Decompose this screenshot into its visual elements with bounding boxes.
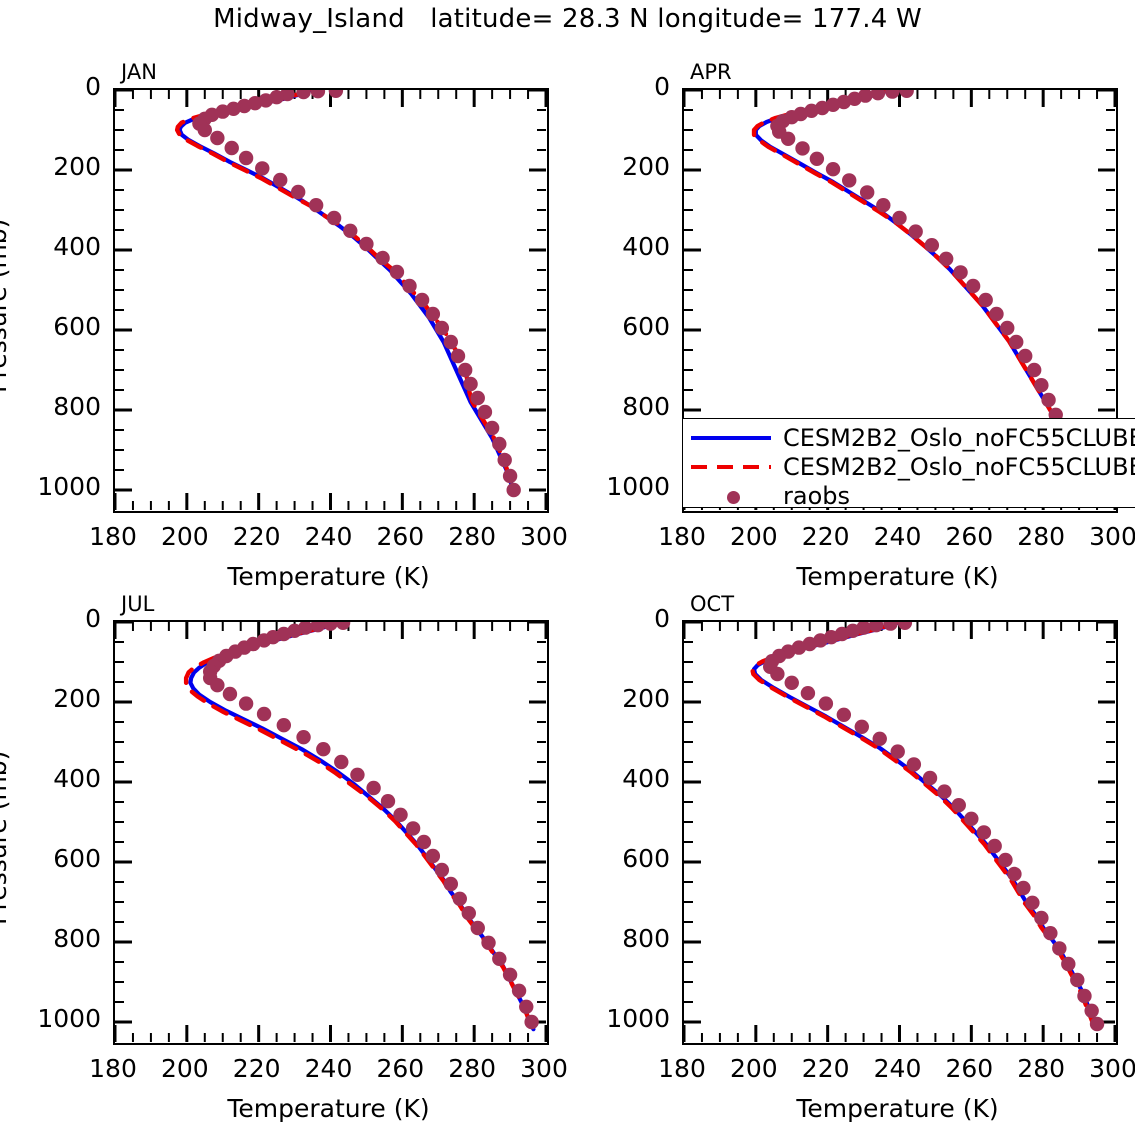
xtick-label: 300: [520, 1054, 568, 1083]
legend: CESM2B2_Oslo_noFC55CLUBB CESM2B2_Oslo_noF…: [682, 418, 1135, 508]
ytick-label: 600: [622, 312, 670, 341]
ytick-label: 1000: [37, 1004, 101, 1033]
ytick-label: 0: [654, 72, 670, 101]
ytick-label: 800: [53, 924, 101, 953]
legend-label: raobs: [783, 482, 850, 508]
xtick-label: 240: [873, 522, 922, 551]
xtick-label: 300: [1089, 1054, 1135, 1083]
xtick-label: 220: [232, 522, 281, 551]
panel-title-jan: JAN: [121, 60, 157, 84]
ytick-label: 800: [622, 924, 670, 953]
ytick-label: 400: [53, 764, 101, 793]
ytick-label: 1000: [606, 1004, 670, 1033]
ytick-label: 200: [53, 684, 101, 713]
xtick-label: 220: [801, 522, 850, 551]
legend-item-raobs: raobs: [683, 479, 850, 508]
xtick-label: 220: [232, 1054, 281, 1083]
xtick-label: 280: [448, 1054, 497, 1083]
ytick-label: 400: [622, 764, 670, 793]
ytick-label: 800: [53, 392, 101, 421]
ytick-label: 200: [622, 684, 670, 713]
xtick-label: 300: [1089, 522, 1135, 551]
ytick-label: 1000: [37, 472, 101, 501]
xtick-label: 240: [304, 1054, 353, 1083]
y-axis-label: Pressure (mb): [0, 218, 12, 393]
ytick-label: 0: [85, 72, 101, 101]
ytick-label: 200: [53, 152, 101, 181]
xtick-label: 240: [304, 522, 353, 551]
legend-label: CESM2B2_Oslo_noFC55CLUBB: [783, 424, 1135, 452]
xtick-label: 180: [658, 522, 706, 551]
panel-title-jul: JUL: [121, 592, 155, 616]
xtick-label: 200: [729, 1054, 778, 1083]
legend-label: CESM2B2_Oslo_noFC55CLUBB_dc: [783, 453, 1135, 481]
panel-title-apr: APR: [690, 60, 732, 84]
ytick-label: 600: [53, 844, 101, 873]
y-axis-label: Pressure (mb): [0, 750, 12, 925]
x-axis-label: Temperature (K): [227, 1094, 430, 1123]
figure-title: Midway_Island latitude= 28.3 N longitude…: [213, 4, 922, 34]
ytick-label: 600: [53, 312, 101, 341]
xtick-label: 180: [89, 522, 137, 551]
xtick-label: 220: [801, 1054, 850, 1083]
panel-title-oct: OCT: [690, 592, 735, 616]
xtick-label: 300: [520, 522, 568, 551]
xtick-label: 200: [160, 522, 209, 551]
legend-dashed-line-swatch: [683, 450, 779, 484]
ytick-label: 600: [622, 844, 670, 873]
ytick-label: 800: [622, 392, 670, 421]
ytick-label: 0: [654, 604, 670, 633]
ytick-label: 1000: [606, 472, 670, 501]
plot-frame-jan: [113, 88, 549, 513]
xtick-label: 240: [873, 1054, 922, 1083]
xtick-label: 200: [160, 1054, 209, 1083]
xtick-label: 260: [376, 1054, 425, 1083]
xtick-label: 180: [658, 1054, 706, 1083]
legend-marker-swatch: [683, 479, 779, 507]
ytick-label: 200: [622, 152, 670, 181]
xtick-label: 280: [448, 522, 497, 551]
xtick-label: 260: [945, 1054, 994, 1083]
plot-frame-jul: [113, 620, 549, 1045]
x-axis-label: Temperature (K): [796, 562, 999, 591]
xtick-label: 200: [729, 522, 778, 551]
xtick-label: 260: [376, 522, 425, 551]
legend-solid-line-swatch: [683, 421, 779, 455]
ytick-label: 0: [85, 604, 101, 633]
x-axis-label: Temperature (K): [227, 562, 430, 591]
xtick-label: 280: [1017, 1054, 1066, 1083]
plot-frame-oct: [682, 620, 1118, 1045]
legend-item-run1: CESM2B2_Oslo_noFC55CLUBB: [683, 421, 1135, 455]
xtick-label: 180: [89, 1054, 137, 1083]
ytick-label: 400: [622, 232, 670, 261]
ytick-label: 400: [53, 232, 101, 261]
legend-item-run2: CESM2B2_Oslo_noFC55CLUBB_dc: [683, 450, 1135, 484]
x-axis-label: Temperature (K): [796, 1094, 999, 1123]
xtick-label: 260: [945, 522, 994, 551]
xtick-label: 280: [1017, 522, 1066, 551]
